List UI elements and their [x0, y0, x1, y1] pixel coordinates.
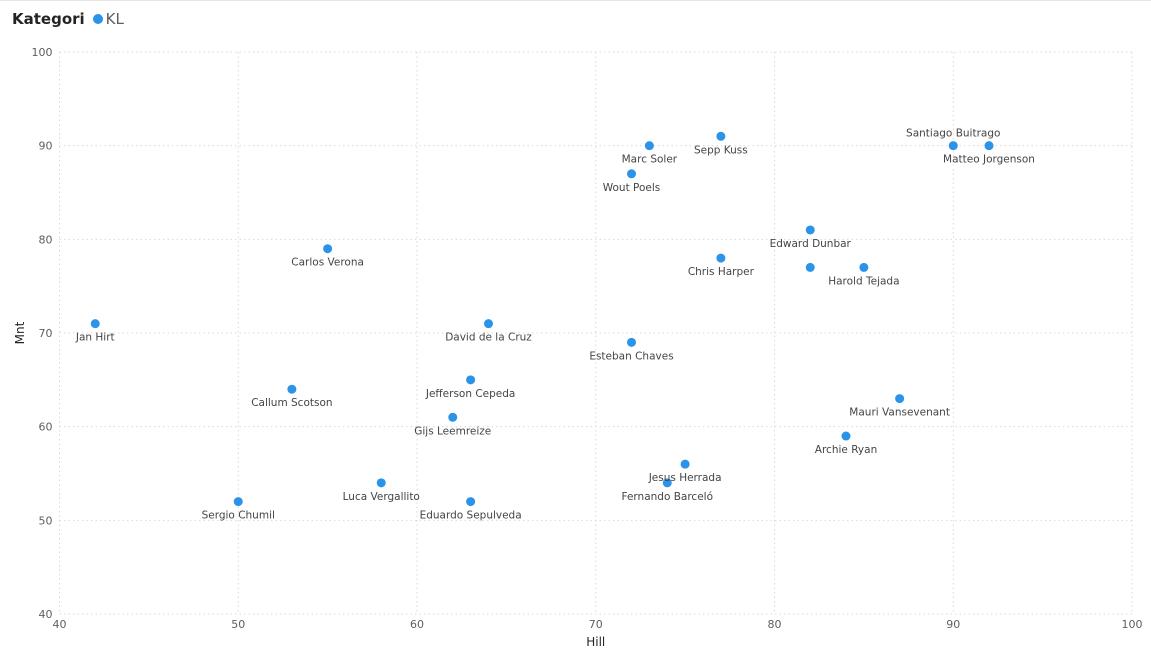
data-point[interactable]: [233, 497, 243, 507]
data-point[interactable]: [948, 141, 958, 151]
x-tick-label: 60: [410, 618, 424, 631]
data-point[interactable]: [466, 375, 476, 385]
y-axis-title: Mnt: [13, 321, 27, 344]
x-tick-label: 80: [768, 618, 782, 631]
data-label: David de la Cruz: [445, 332, 532, 344]
data-point[interactable]: [484, 319, 493, 329]
data-point[interactable]: [841, 431, 851, 441]
data-point[interactable]: [680, 459, 690, 469]
y-tick-label: 50: [39, 514, 53, 527]
data-point[interactable]: [805, 262, 815, 272]
y-tick-label: 90: [39, 140, 53, 153]
data-point[interactable]: [448, 412, 458, 422]
data-label: Fernando Barceló: [621, 491, 713, 503]
data-point[interactable]: [376, 478, 386, 488]
legend-marker[interactable]: [92, 14, 103, 24]
data-label: Eduardo Sepulveda: [420, 510, 522, 522]
data-label: Sepp Kuss: [694, 144, 748, 156]
data-point[interactable]: [644, 141, 654, 151]
data-label: Jesus Herrada: [648, 472, 722, 484]
y-tick-label: 40: [39, 608, 53, 621]
data-point[interactable]: [805, 225, 815, 235]
top-border: [0, 0, 1151, 1]
data-label: Mauri Vansevenant: [849, 407, 950, 419]
legend-title: Kategori: [12, 10, 85, 28]
data-point[interactable]: [716, 131, 726, 141]
data-label: Archie Ryan: [815, 444, 877, 456]
data-label: Luca Vergallito: [343, 491, 420, 503]
data-point[interactable]: [90, 319, 100, 329]
data-point[interactable]: [716, 253, 726, 263]
data-point[interactable]: [287, 384, 297, 394]
data-label: Esteban Chaves: [589, 350, 673, 362]
data-point[interactable]: [662, 478, 672, 488]
data-label: Matteo Jorgenson: [943, 154, 1035, 166]
x-tick-label: 50: [231, 618, 245, 631]
y-tick-label: 80: [39, 233, 53, 246]
data-point[interactable]: [627, 169, 636, 179]
data-label: Callum Scotson: [251, 397, 332, 409]
data-point[interactable]: [627, 337, 636, 347]
data-label: Harold Tejada: [828, 275, 899, 287]
y-tick-label: 60: [39, 421, 53, 434]
x-axis-title: Hill: [586, 635, 605, 649]
legend-entry-kl[interactable]: KL: [105, 10, 124, 28]
x-tick-label: 100: [1122, 618, 1143, 631]
x-tick-label: 40: [53, 618, 67, 631]
data-label: Santiago Buitrago: [906, 128, 1000, 140]
data-point[interactable]: [984, 141, 994, 151]
data-point[interactable]: [323, 244, 333, 254]
data-point[interactable]: [466, 497, 476, 507]
data-label: Carlos Verona: [291, 257, 364, 269]
data-label: Jefferson Cepeda: [425, 388, 515, 400]
data-label: Marc Soler: [622, 154, 678, 166]
data-label: Wout Poels: [603, 182, 661, 194]
y-tick-label: 70: [39, 327, 53, 340]
data-label: Chris Harper: [688, 266, 755, 278]
data-point[interactable]: [895, 394, 905, 404]
x-tick-label: 70: [589, 618, 603, 631]
data-point[interactable]: [859, 262, 869, 272]
data-label: Sergio Chumil: [202, 510, 275, 522]
data-label: Jan Hirt: [75, 332, 115, 344]
data-label: Gijs Leemreize: [414, 425, 491, 437]
data-label: Edward Dunbar: [770, 238, 852, 250]
x-tick-label: 90: [946, 618, 960, 631]
legend: Kategori KL: [12, 8, 124, 30]
y-tick-label: 100: [32, 46, 53, 59]
